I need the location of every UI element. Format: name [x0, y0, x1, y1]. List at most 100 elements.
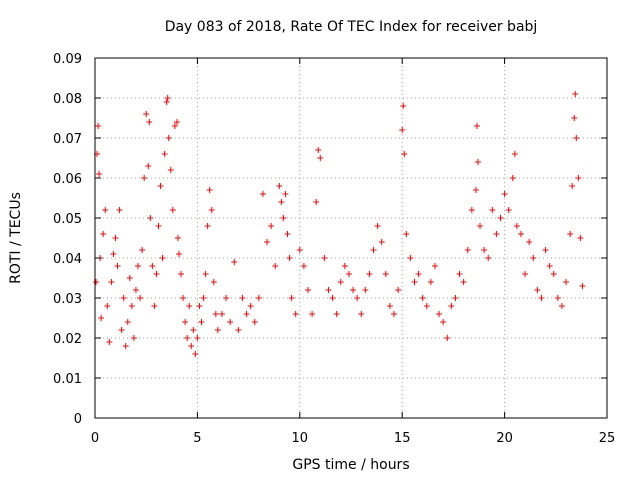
data-point [530, 255, 537, 261]
data-point [366, 271, 373, 277]
data-point [350, 287, 357, 293]
y-tick-label: 0.06 [53, 172, 82, 187]
data-point [124, 319, 131, 325]
data-point [321, 255, 328, 261]
data-point [572, 91, 579, 97]
data-point [313, 199, 320, 205]
data-point [296, 247, 303, 253]
data-point [106, 339, 113, 345]
data-point [286, 255, 293, 261]
data-point [497, 215, 504, 221]
data-point [184, 335, 191, 341]
data-point [182, 319, 189, 325]
data-point [284, 231, 291, 237]
data-point [280, 215, 287, 221]
data-point [204, 223, 211, 229]
data-point [141, 175, 148, 181]
data-point [511, 151, 518, 157]
data-point [577, 235, 584, 241]
data-point [415, 271, 422, 277]
data-point [122, 343, 129, 349]
data-point [151, 303, 158, 309]
data-point [161, 151, 168, 157]
data-point [288, 295, 295, 301]
data-point [272, 263, 279, 269]
data-point [239, 295, 246, 301]
data-point [468, 207, 475, 213]
data-point [130, 335, 137, 341]
data-point [186, 303, 193, 309]
data-point [164, 95, 171, 101]
data-point [247, 303, 254, 309]
y-tick-label: 0.09 [53, 52, 82, 67]
data-point [278, 199, 285, 205]
data-point [485, 255, 492, 261]
plot-frame [94, 57, 608, 419]
data-point [464, 247, 471, 253]
data-point [341, 263, 348, 269]
data-point [358, 311, 365, 317]
data-point [493, 231, 500, 237]
data-point [231, 259, 238, 265]
data-point [192, 351, 199, 357]
y-tick-label: 0.07 [53, 132, 82, 147]
data-point [477, 223, 484, 229]
x-tick-label: 0 [91, 431, 99, 446]
data-point [309, 311, 316, 317]
data-point [96, 171, 103, 177]
data-point [329, 295, 336, 301]
data-point [143, 111, 150, 117]
data-point [431, 263, 438, 269]
data-point [126, 275, 133, 281]
data-point [171, 123, 178, 129]
data-point [362, 287, 369, 293]
data-point [526, 239, 533, 245]
data-point [569, 183, 576, 189]
data-point [333, 311, 340, 317]
data-point [135, 263, 142, 269]
data-point [132, 287, 139, 293]
data-point [223, 295, 230, 301]
data-point [155, 223, 162, 229]
data-point [157, 183, 164, 189]
data-point [444, 335, 451, 341]
data-point [251, 319, 258, 325]
data-point [112, 235, 119, 241]
data-point [227, 319, 234, 325]
data-point [558, 303, 565, 309]
data-point [173, 119, 180, 125]
data-point [474, 159, 481, 165]
data-point [178, 271, 185, 277]
data-point [315, 147, 322, 153]
data-point [538, 295, 545, 301]
data-point [198, 319, 205, 325]
data-point [102, 207, 109, 213]
data-point [407, 255, 414, 261]
data-point [579, 283, 586, 289]
y-tick-label: 0.05 [53, 212, 82, 227]
data-point [196, 303, 203, 309]
data-point [93, 279, 100, 285]
data-point [235, 327, 242, 333]
data-point [472, 187, 479, 193]
y-tick-label: 0.03 [53, 292, 82, 307]
data-point [259, 191, 266, 197]
x-tick-label: 20 [496, 431, 513, 446]
data-point [378, 239, 385, 245]
data-point [210, 279, 217, 285]
data-point [145, 163, 152, 169]
data-point [212, 311, 219, 317]
data-point [522, 271, 529, 277]
y-tick-label: 0.04 [53, 252, 82, 267]
data-point [147, 215, 154, 221]
data-point [448, 303, 455, 309]
x-axis-label: GPS time / hours [292, 457, 410, 473]
data-point [194, 335, 201, 341]
data-point [325, 287, 332, 293]
grid-lines [95, 58, 607, 418]
chart-title: Day 083 of 2018, Rate Of TEC Index for r… [164, 19, 538, 35]
data-point [276, 183, 283, 189]
y-tick-label: 0.01 [53, 372, 82, 387]
data-point [436, 311, 443, 317]
data-point [401, 151, 408, 157]
